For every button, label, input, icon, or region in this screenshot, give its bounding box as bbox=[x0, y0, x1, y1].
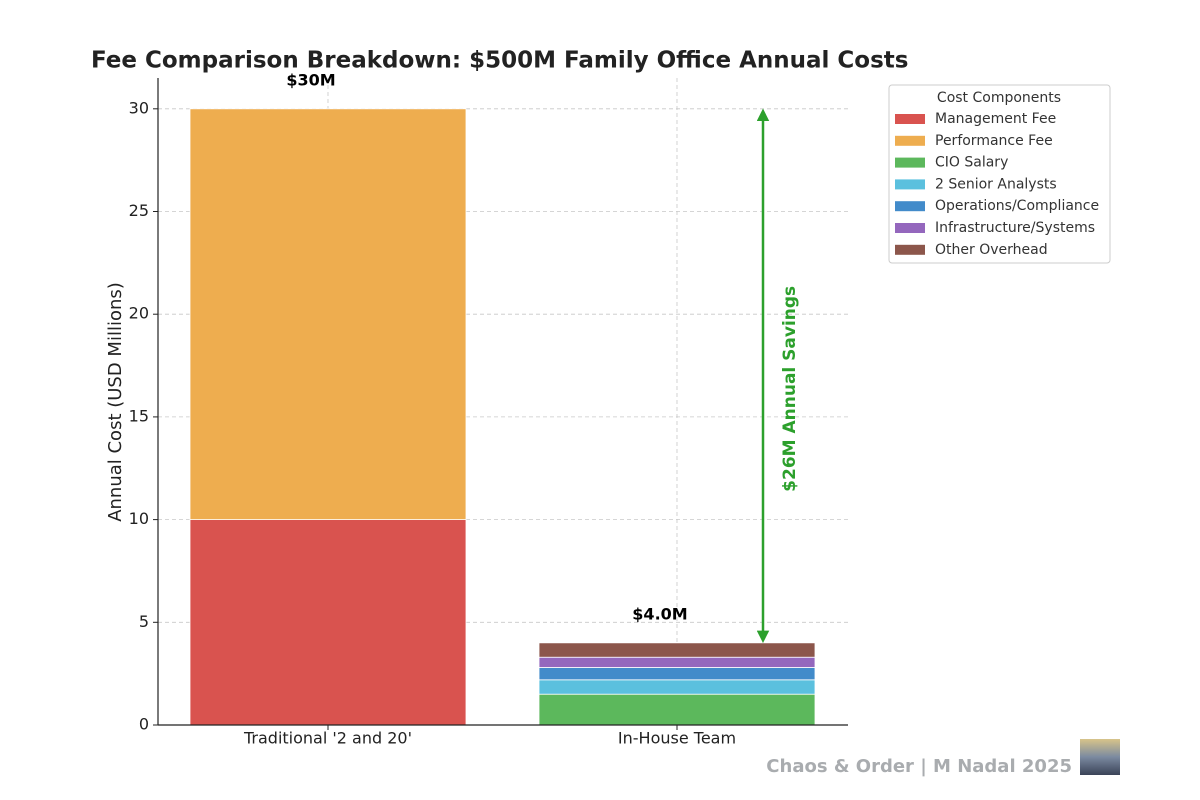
legend-swatch bbox=[895, 114, 925, 124]
bar-segment bbox=[189, 519, 467, 726]
legend-label: Other Overhead bbox=[935, 242, 1048, 258]
legend-swatch bbox=[895, 157, 925, 168]
legend-label: Infrastructure/Systems bbox=[935, 220, 1095, 236]
bar-segment bbox=[538, 656, 816, 668]
bar-segment bbox=[538, 679, 816, 695]
total-label: $30M bbox=[286, 70, 335, 89]
legend-label: CIO Salary bbox=[935, 155, 1008, 171]
legend-label: Performance Fee bbox=[935, 133, 1053, 149]
y-axis-label: Annual Cost (USD Millions) bbox=[105, 282, 126, 522]
y-tick-label: 25 bbox=[129, 201, 149, 220]
x-tick-label: In-House Team bbox=[618, 729, 736, 748]
savings-annotation: $26M Annual Savings bbox=[780, 286, 800, 492]
bar-segment bbox=[538, 667, 816, 681]
legend-swatch bbox=[895, 135, 925, 146]
bar-segment bbox=[538, 693, 816, 726]
footer-icon bbox=[1080, 739, 1120, 775]
legend-label: Operations/Compliance bbox=[935, 198, 1099, 214]
legend-swatch bbox=[895, 223, 925, 233]
footer: Chaos & Order | M Nadal 2025 bbox=[766, 756, 1072, 777]
x-tick-label: Traditional '2 and 20' bbox=[243, 729, 412, 748]
legend-title: Cost Components bbox=[937, 90, 1061, 106]
legend-swatch bbox=[895, 244, 925, 255]
bar-segment bbox=[538, 642, 816, 658]
y-tick-label: 0 bbox=[139, 715, 149, 734]
legend-swatch bbox=[895, 201, 925, 212]
legend-label: Management Fee bbox=[935, 111, 1056, 127]
y-tick-label: 30 bbox=[129, 98, 149, 117]
legend-box bbox=[888, 84, 1111, 264]
legend-swatch bbox=[895, 179, 925, 190]
y-tick-label: 5 bbox=[139, 612, 149, 631]
chart-title: Fee Comparison Breakdown: $500M Family O… bbox=[91, 48, 908, 74]
y-tick-label: 20 bbox=[129, 304, 149, 323]
y-tick-label: 15 bbox=[129, 406, 149, 425]
bar-segment bbox=[189, 108, 467, 521]
legend-label: 2 Senior Analysts bbox=[935, 176, 1057, 192]
y-tick-label: 10 bbox=[129, 509, 149, 528]
total-label: $4.0M bbox=[632, 604, 687, 623]
